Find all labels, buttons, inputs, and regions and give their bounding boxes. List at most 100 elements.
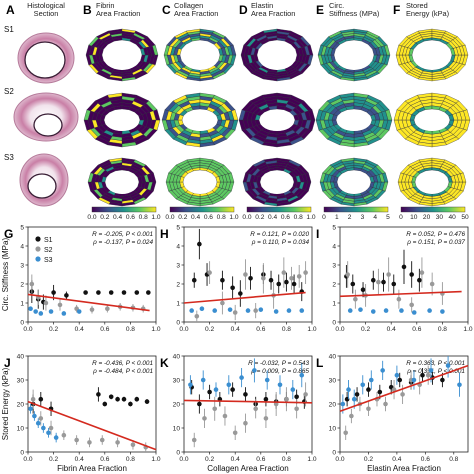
- sample-label-S3: S3: [4, 153, 14, 162]
- data-point-S1: [377, 389, 383, 395]
- y-tick-label: 3: [20, 262, 24, 269]
- y-tick-label: 30: [329, 377, 337, 384]
- y-tick-label: 20: [173, 401, 181, 408]
- colorbar-E-tick: 1: [335, 214, 339, 221]
- x-tick-label: 0.2: [364, 456, 373, 463]
- data-point-S1: [102, 401, 108, 407]
- y-tick-label: 10: [17, 425, 25, 432]
- colorbar-F: [400, 206, 466, 213]
- data-point-S2: [191, 437, 197, 443]
- colorbar-E-tick: 0: [322, 214, 326, 221]
- scatter-plot-L: L 0.0 0.2 0.4 0.6 0.8 0 10 20 30 40 Elastin Area Fr…: [316, 353, 469, 473]
- x-tick-label: 0.4: [75, 326, 84, 333]
- regression-line: [183, 399, 313, 404]
- data-point-S3: [411, 310, 417, 315]
- histology-image-S2: [13, 92, 79, 142]
- colorbar-F-tick: 40: [449, 214, 457, 221]
- data-point-S3: [427, 308, 432, 313]
- y-tick-label: 4: [176, 243, 180, 250]
- data-point-S3: [199, 306, 205, 312]
- data-point-S3: [213, 387, 219, 392]
- colorbar-F-tick: 30: [436, 214, 444, 221]
- heatmap-energy-S2: [393, 92, 471, 148]
- colorbar-D-tick: 0.4: [268, 214, 277, 221]
- x-tick-label: 0.0: [335, 456, 344, 463]
- x-tick-label: 0.4: [392, 456, 401, 463]
- data-point-S3: [227, 307, 233, 312]
- data-point-S2: [253, 308, 258, 313]
- legend-marker-S2: [35, 246, 41, 252]
- data-point-S3: [340, 401, 346, 407]
- x-tick-label: 0.8: [438, 326, 447, 333]
- regression-line: [183, 291, 306, 304]
- data-point-S2: [396, 296, 402, 302]
- heatmap-fibrin-S3: [87, 157, 157, 207]
- panel-letter-A: A: [6, 3, 15, 17]
- data-point-S2: [289, 276, 294, 281]
- panel-letter-F: F: [393, 3, 400, 17]
- data-point-S2: [222, 413, 228, 419]
- colorbar-D-tick: 0.0: [242, 214, 251, 221]
- header-B-line2: Area Fraction: [96, 9, 140, 18]
- data-point-S3: [41, 425, 46, 431]
- data-point-S2: [386, 272, 391, 277]
- panel-letter-I: I: [316, 227, 319, 241]
- data-point-S3: [411, 377, 417, 383]
- data-point-S3: [252, 368, 257, 373]
- y-tick-label: 0: [176, 319, 180, 326]
- data-point-S2: [202, 416, 207, 421]
- y-tick-label: 40: [173, 353, 181, 360]
- data-point-S3: [189, 308, 194, 313]
- colorbar-E-tick: 2: [348, 214, 352, 221]
- stats-line-1: R = 0.121, P = 0.020: [250, 231, 309, 238]
- heatmap-fibrin-S1: [85, 28, 159, 82]
- plot-frame: [339, 226, 469, 323]
- x-tick-label: 0.0: [23, 456, 32, 463]
- data-point-S2: [130, 442, 136, 448]
- x-tick-label: 0.6: [100, 456, 109, 463]
- data-point-S1: [134, 290, 140, 295]
- data-point-S3: [347, 308, 353, 313]
- data-point-S2: [89, 307, 95, 312]
- stats-line-2: ρ = -0.484, P < 0.001: [92, 368, 153, 375]
- data-point-S1: [197, 401, 202, 407]
- x-tick-label: 0.0: [335, 326, 344, 333]
- x-tick-label: 0.6: [256, 456, 265, 463]
- scatter-plots: G 0.0 0.2 0.4 0.6 0.8 1.0 0 1 2 3 4 5 Circ. Stiffness…: [1, 224, 473, 473]
- data-point-S3: [28, 306, 33, 312]
- data-point-S2: [99, 437, 105, 443]
- data-point-S3: [76, 309, 82, 314]
- data-point-S3: [46, 430, 51, 436]
- plot-frame: [27, 226, 157, 323]
- data-point-S3: [290, 387, 296, 392]
- colorbar-C-tick: 0.4: [191, 214, 200, 221]
- data-point-S2: [57, 302, 63, 308]
- x-axis-label-L: Elastin Area Fraction: [367, 464, 441, 473]
- x-tick-label: 1.0: [307, 326, 316, 333]
- y-tick-label: 30: [173, 377, 181, 384]
- data-point-S2: [383, 401, 388, 407]
- y-tick-label: 5: [176, 224, 180, 231]
- colorbar-B-tick: 0.6: [126, 214, 135, 221]
- data-point-S2: [343, 430, 348, 436]
- colorbar-F-tick: 50: [461, 214, 469, 221]
- colorbar-E-tick: 3: [361, 214, 365, 221]
- stats-line-1: R = -0.436, P < 0.001: [92, 360, 153, 367]
- y-tick-label: 1: [332, 300, 336, 307]
- data-point-S2: [43, 300, 49, 306]
- heatmap-stiffness-S2: [315, 92, 393, 148]
- stats-line-2: ρ = 0.351, P < 0.001: [406, 368, 465, 375]
- data-point-S2: [303, 270, 308, 275]
- data-point-S2: [429, 281, 435, 287]
- x-tick-label: 1.0: [463, 326, 472, 333]
- colorbar-C-tick: 0.2: [178, 214, 187, 221]
- data-point-S2: [296, 274, 302, 279]
- data-point-S2: [232, 430, 238, 436]
- heatmap-elastin-S3: [242, 157, 312, 207]
- x-tick-label: 1.0: [151, 456, 160, 463]
- colorbar-E-tick: 5: [386, 214, 390, 221]
- x-tick-label: 0.4: [231, 456, 240, 463]
- data-point-S2: [243, 420, 248, 426]
- data-point-S1: [230, 387, 235, 392]
